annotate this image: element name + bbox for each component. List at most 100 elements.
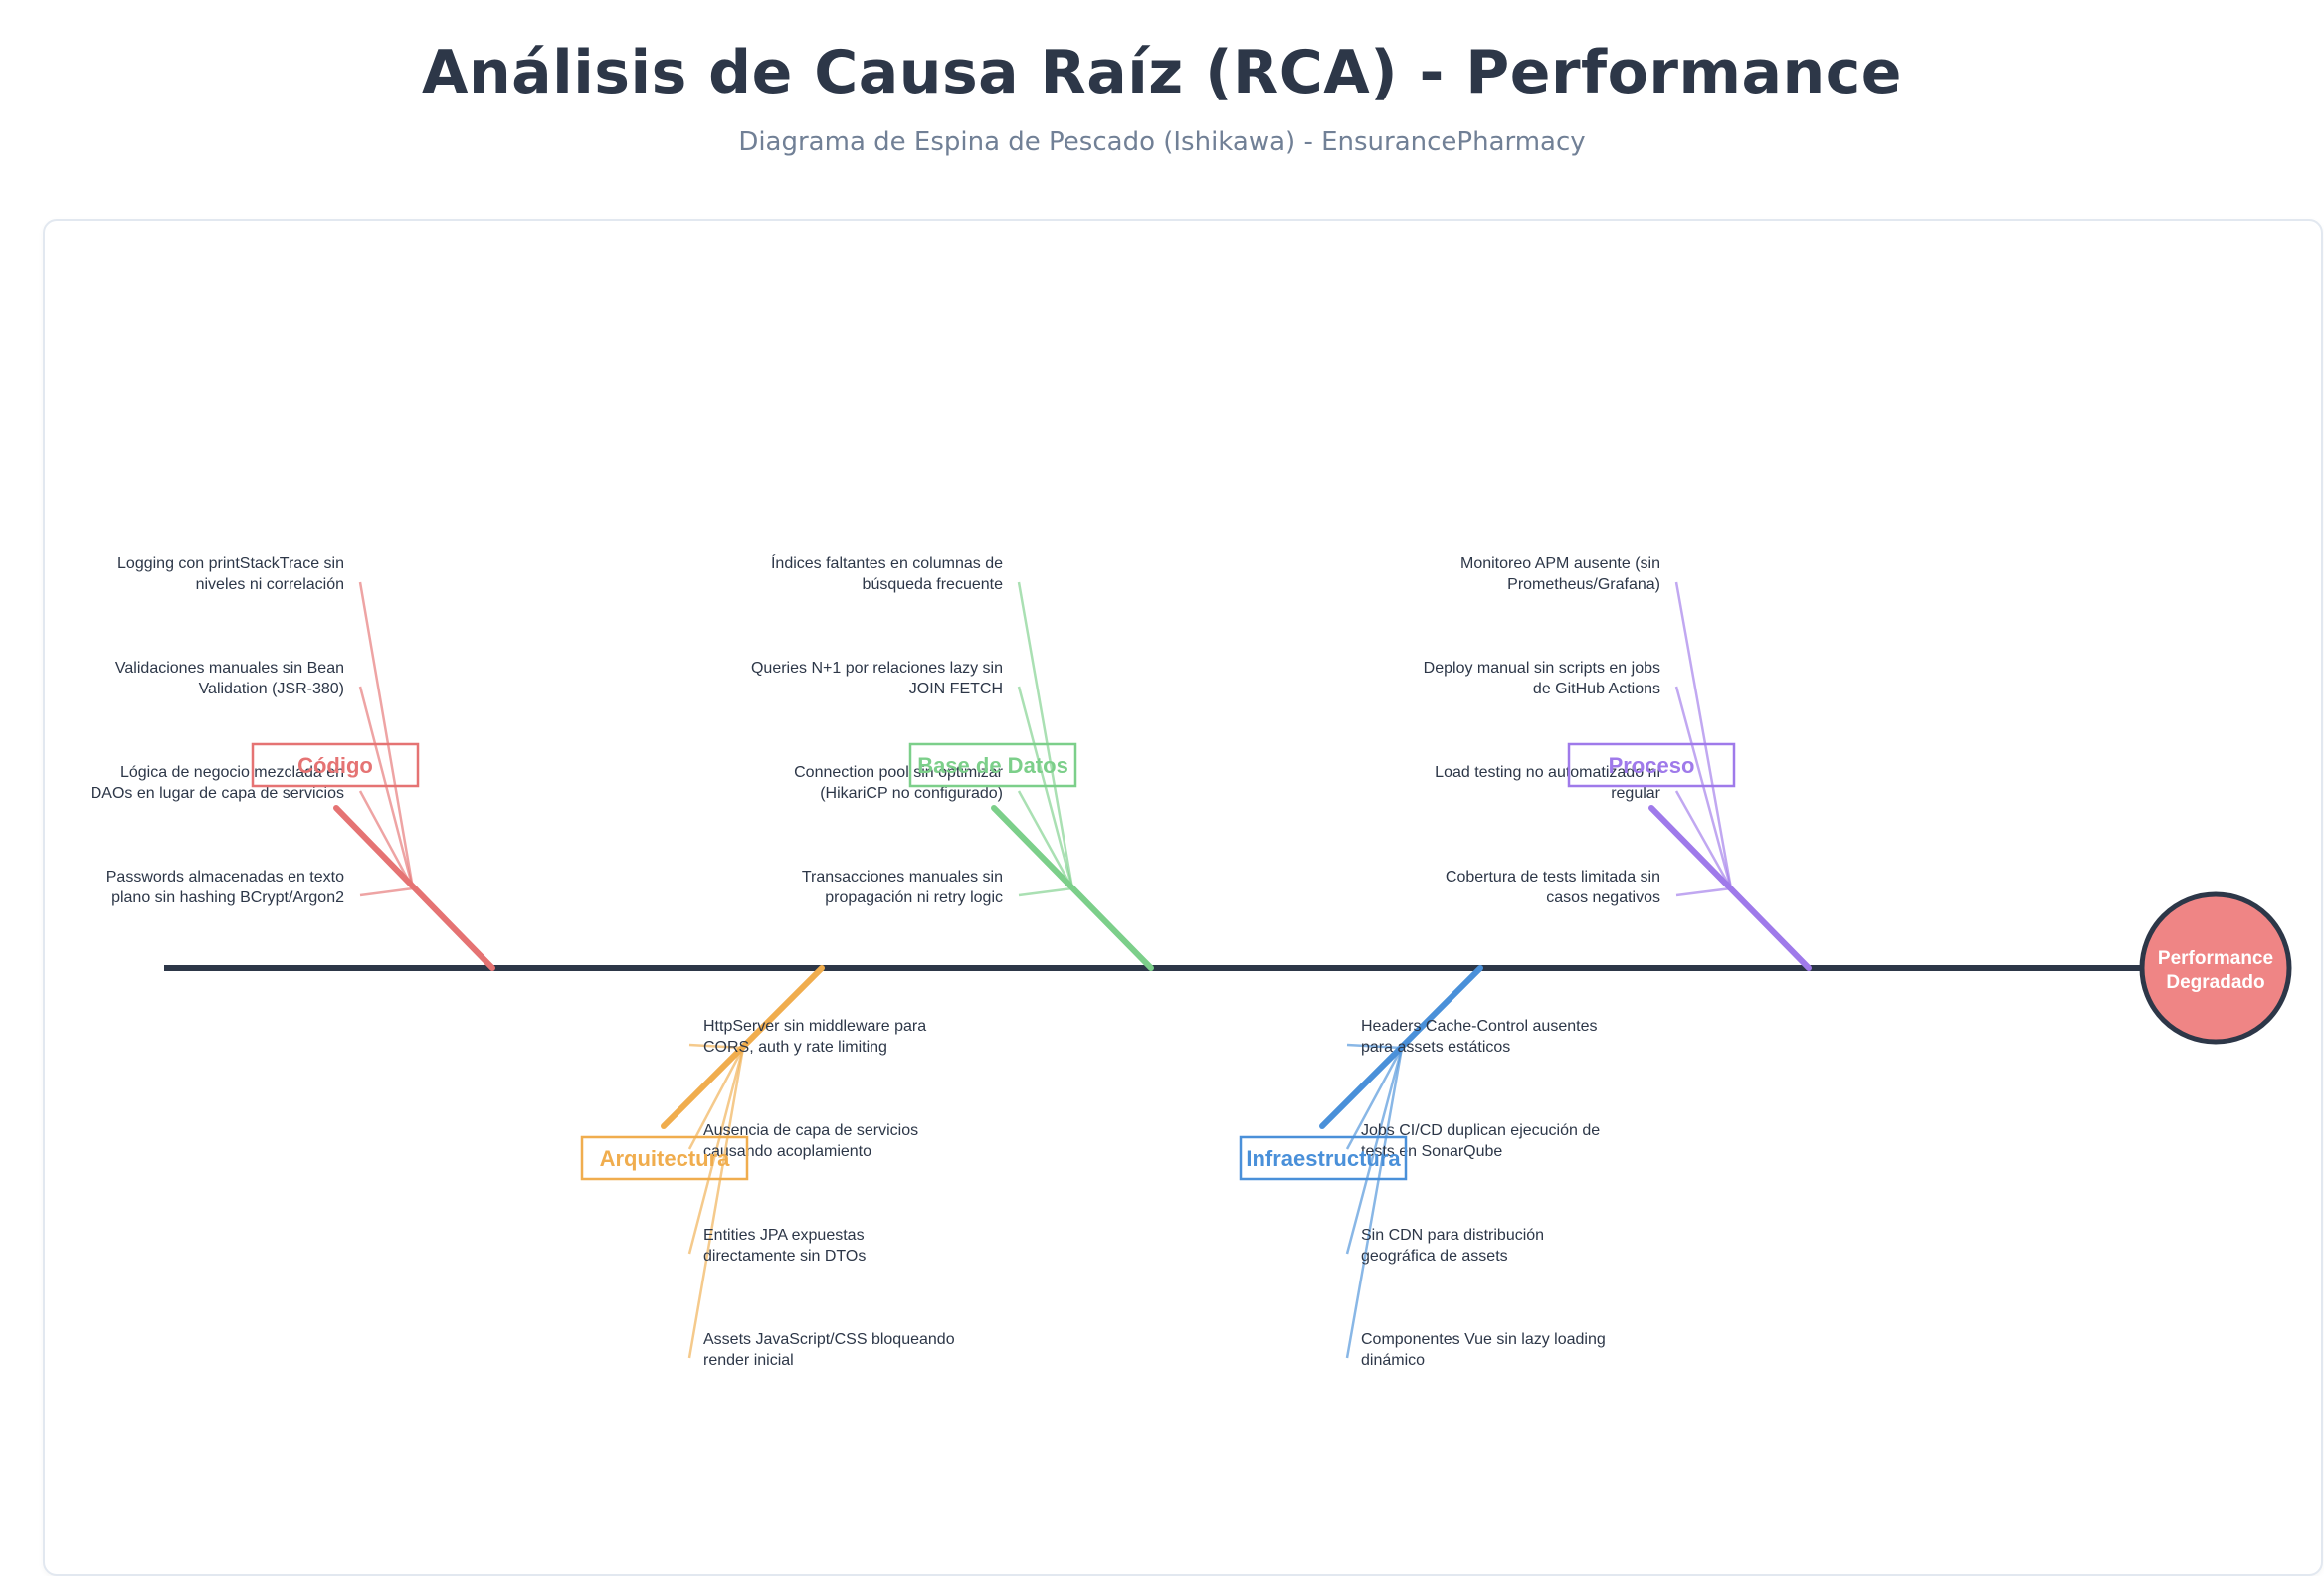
cause-line: propagación ni retry logic	[825, 889, 1003, 906]
cause-line: dinámico	[1361, 1352, 1425, 1369]
category-box-arquitectura	[580, 1135, 749, 1181]
cause-line: Connection pool sin optimizar	[794, 764, 1004, 781]
category-box-codigo	[251, 742, 420, 788]
cause-arquitectura-2: Ausencia de capa de servicios causando ac…	[703, 1122, 918, 1160]
category-label-proceso: Proceso	[1609, 753, 1695, 778]
cause-arquitectura-3: Entities JPA expuestas directamente sin D…	[703, 1227, 866, 1265]
bone-infraestructura	[1319, 965, 1483, 1129]
cause-base-de-datos-1: Índices faltantes en columnas de búsqueda…	[771, 553, 1003, 593]
cause-branch-proceso-3	[1674, 790, 1733, 889]
cause-branch-infraestructura-4	[1345, 1047, 1404, 1359]
cause-arquitectura-1: HttpServer sin middleware para CORS, auth…	[703, 1018, 926, 1056]
bone-codigo	[333, 805, 495, 971]
category-box-proceso	[1567, 742, 1736, 788]
cause-codigo-3: Lógica de negocio mezclada en DAOs en lug…	[91, 764, 344, 802]
category-label-codigo: Código	[297, 753, 373, 778]
cause-line: Lógica de negocio mezclada en	[120, 764, 344, 781]
bone-arquitectura	[661, 965, 825, 1129]
cause-base-de-datos-3: Connection pool sin optimizar (HikariCP n…	[794, 764, 1004, 802]
cause-line: Validation (JSR-380)	[199, 681, 344, 697]
cause-proceso-3: Load testing no automatizado ni regular	[1435, 764, 1660, 802]
category-box-infraestructura	[1239, 1135, 1408, 1181]
cause-line: Assets JavaScript/CSS bloqueando	[703, 1331, 955, 1348]
cause-branch-proceso-1	[1674, 581, 1733, 889]
cause-line: render inicial	[703, 1352, 794, 1369]
cause-line: DAOs en lugar de capa de servicios	[91, 785, 344, 802]
fishbone-diagram: Logging con printStackTrace sin niveles n…	[91, 553, 2292, 1369]
cause-line: Entities JPA expuestas	[703, 1227, 865, 1244]
cause-line: casos negativos	[1546, 889, 1660, 906]
page-title: Análisis de Causa Raíz (RCA) - Performan…	[422, 38, 1902, 107]
cause-branch-codigo-4	[359, 886, 414, 897]
cause-branch-base-de-datos-4	[1018, 886, 1073, 897]
cause-branch-base-de-datos-2	[1017, 686, 1074, 889]
effect-circle	[2139, 891, 2292, 1045]
cause-line: HttpServer sin middleware para	[703, 1018, 926, 1035]
cause-line: Monitoreo APM ausente (sin	[1460, 555, 1660, 572]
cause-line: Load testing no automatizado ni	[1435, 764, 1660, 781]
cause-arquitectura-4: Assets JavaScript/CSS bloqueando render i…	[703, 1331, 955, 1369]
cause-infraestructura-4: Componentes Vue sin lazy loading dinámico	[1361, 1331, 1606, 1369]
cause-branch-proceso-4	[1675, 886, 1732, 897]
cause-line: Cobertura de tests limitada sin	[1446, 869, 1660, 886]
cause-line: tests en SonarQube	[1361, 1143, 1502, 1160]
cause-line: Ausencia de capa de servicios	[703, 1122, 918, 1139]
cause-line: Deploy manual sin scripts en jobs	[1424, 660, 1660, 677]
cause-line: geográfica de assets	[1361, 1248, 1508, 1265]
bone-base-de-datos	[991, 805, 1154, 971]
effect-label-line-1: Performance	[2158, 948, 2273, 969]
bone-proceso	[1648, 805, 1812, 971]
cause-line: Jobs CI/CD duplican ejecución de	[1361, 1122, 1600, 1139]
cause-branch-arquitectura-2	[687, 1047, 745, 1150]
cause-branch-infraestructura-2	[1345, 1047, 1404, 1150]
cause-line: (HikariCP no configurado)	[820, 785, 1003, 802]
cause-branch-infraestructura-3	[1345, 1047, 1404, 1255]
cause-branch-codigo-1	[358, 581, 415, 889]
page-subtitle: Diagrama de Espina de Pescado (Ishikawa)…	[738, 127, 1586, 157]
cause-line: Passwords almacenadas en texto	[106, 869, 344, 886]
cause-branch-codigo-2	[358, 686, 415, 889]
cause-base-de-datos-4: Transacciones manuales sin propagación ni…	[802, 869, 1003, 906]
cause-infraestructura-3: Sin CDN para distribución geográfica de a…	[1361, 1227, 1544, 1265]
cause-line: Queries N+1 por relaciones lazy sin	[751, 660, 1003, 677]
cause-line: causando acoplamiento	[703, 1143, 872, 1160]
cause-branch-base-de-datos-3	[1017, 790, 1074, 889]
cause-line: Validaciones manuales sin Bean	[115, 660, 344, 677]
cause-codigo-1: Logging con printStackTrace sin niveles n…	[117, 555, 344, 593]
cause-branch-arquitectura-4	[687, 1047, 745, 1359]
cause-line: CORS, auth y rate limiting	[703, 1039, 887, 1056]
cause-infraestructura-2: Jobs CI/CD duplican ejecución de tests en…	[1361, 1122, 1600, 1160]
cause-line: plano sin hashing BCrypt/Argon2	[111, 889, 344, 906]
category-box-base-de-datos	[908, 742, 1077, 788]
cause-codigo-2: Validaciones manuales sin Bean Validation…	[115, 660, 344, 697]
cause-line: regular	[1611, 785, 1660, 802]
cause-branch-base-de-datos-1	[1017, 581, 1074, 889]
cause-branch-arquitectura-3	[687, 1047, 745, 1255]
cause-line: de GitHub Actions	[1533, 681, 1660, 697]
cause-base-de-datos-2: Queries N+1 por relaciones lazy sin JOIN …	[751, 660, 1003, 697]
cause-proceso-2: Deploy manual sin scripts en jobs de GitH…	[1424, 660, 1660, 697]
cause-line: Sin CDN para distribución	[1361, 1227, 1544, 1244]
cause-proceso-4: Cobertura de tests limitada sin casos neg…	[1446, 869, 1660, 906]
effect-label-line-2: Degradado	[2166, 972, 2264, 993]
cause-branch-arquitectura-1	[688, 1043, 744, 1050]
cause-branch-codigo-3	[358, 790, 415, 889]
cause-infraestructura-1: Headers Cache-Control ausentes para asset…	[1361, 1018, 1597, 1056]
cause-line: directamente sin DTOs	[703, 1248, 866, 1265]
cause-line: niveles ni correlación	[196, 576, 344, 593]
cause-line: Transacciones manuales sin	[802, 869, 1003, 886]
cause-branch-infraestructura-1	[1346, 1043, 1403, 1050]
cause-line: Prometheus/Grafana)	[1507, 576, 1660, 593]
category-label-arquitectura: Arquitectura	[600, 1146, 731, 1171]
cause-line: Índices faltantes en columnas de	[771, 553, 1003, 572]
cause-codigo-4: Passwords almacenadas en texto plano sin …	[106, 869, 344, 906]
cause-line: búsqueda frecuente	[863, 576, 1004, 593]
cause-branch-proceso-2	[1674, 686, 1733, 889]
cause-line: Logging con printStackTrace sin	[117, 555, 344, 572]
cause-proceso-1: Monitoreo APM ausente (sin Prometheus/Gra…	[1460, 555, 1660, 593]
category-label-infraestructura: Infraestructura	[1246, 1146, 1401, 1171]
cause-line: Componentes Vue sin lazy loading	[1361, 1331, 1606, 1348]
cause-line: JOIN FETCH	[909, 681, 1003, 697]
category-label-base-de-datos: Base de Datos	[917, 753, 1068, 778]
cause-line: para assets estáticos	[1361, 1039, 1510, 1056]
